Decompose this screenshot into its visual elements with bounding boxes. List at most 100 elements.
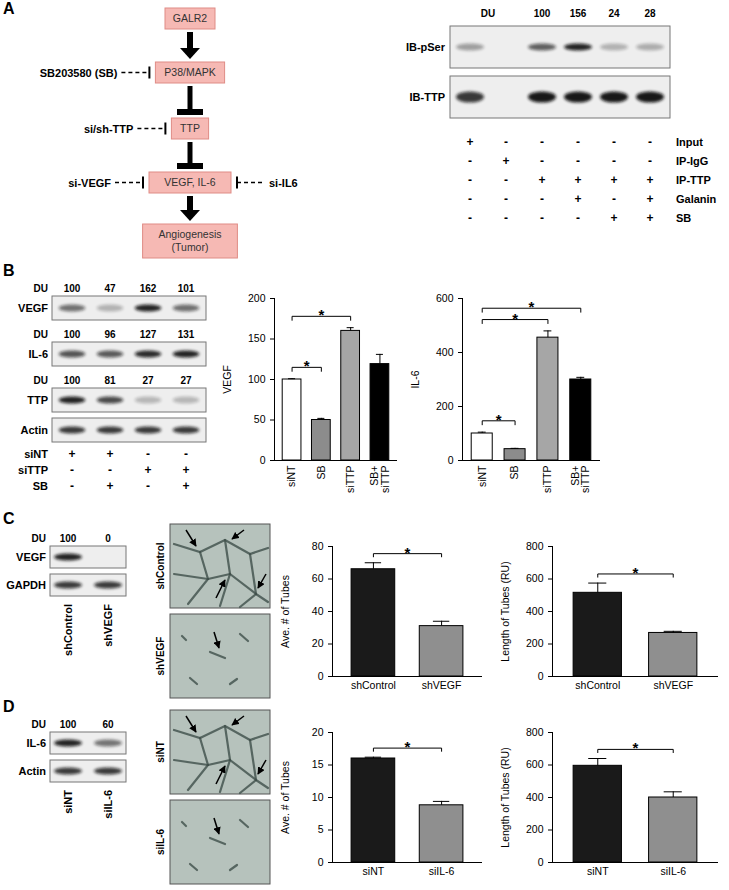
svg-text:siNT: siNT <box>24 448 48 460</box>
svg-text:Ave. # of Tubes: Ave. # of Tubes <box>279 575 291 648</box>
svg-text:-: - <box>70 463 74 477</box>
svg-text:800: 800 <box>526 540 544 552</box>
svg-text:+: + <box>610 211 617 225</box>
svg-text:Angiogenesis: Angiogenesis <box>158 228 221 240</box>
svg-text:Actin: Actin <box>19 765 47 777</box>
svg-text:(Tumor): (Tumor) <box>172 241 209 253</box>
svg-text:0: 0 <box>105 533 111 544</box>
svg-text:-: - <box>504 211 508 225</box>
svg-text:100: 100 <box>60 719 77 730</box>
svg-text:100: 100 <box>64 283 81 294</box>
svg-text:20: 20 <box>312 726 324 738</box>
svg-text:60: 60 <box>102 719 114 730</box>
svg-text:28: 28 <box>644 8 656 19</box>
svg-text:SB+siTTP: SB+siTTP <box>368 466 391 493</box>
svg-text:siTTP: siTTP <box>541 466 553 493</box>
svg-text:IL-6: IL-6 <box>409 370 421 388</box>
svg-text:600: 600 <box>526 572 544 584</box>
svg-text:shControl: shControl <box>62 604 74 656</box>
svg-text:5: 5 <box>318 823 324 835</box>
svg-text:IL-6: IL-6 <box>28 348 48 360</box>
svg-text:400: 400 <box>526 791 544 803</box>
svg-text:DU: DU <box>481 8 495 19</box>
svg-text:-: - <box>184 447 188 461</box>
svg-text:101: 101 <box>178 283 195 294</box>
svg-text:IB-TTP: IB-TTP <box>410 91 445 103</box>
svg-text:siNT: siNT <box>476 465 488 487</box>
svg-text:+: + <box>182 479 189 493</box>
svg-text:*: * <box>529 298 535 315</box>
svg-text:shControl: shControl <box>351 679 396 691</box>
svg-text:DU: DU <box>32 533 46 544</box>
svg-text:600: 600 <box>436 292 454 304</box>
svg-text:siNT: siNT <box>155 741 166 763</box>
svg-text:800: 800 <box>526 726 544 738</box>
svg-text:47: 47 <box>104 283 116 294</box>
svg-text:50: 50 <box>254 413 266 425</box>
svg-text:0: 0 <box>538 856 544 868</box>
svg-text:si-VEGF: si-VEGF <box>68 177 111 189</box>
svg-text:siNT: siNT <box>363 865 385 877</box>
svg-text:20: 20 <box>312 637 324 649</box>
svg-text:DU: DU <box>34 283 48 294</box>
svg-text:24: 24 <box>608 8 620 19</box>
svg-text:-: - <box>612 135 616 149</box>
svg-text:0: 0 <box>318 670 324 682</box>
svg-text:200: 200 <box>436 400 454 412</box>
svg-text:DU: DU <box>34 329 48 340</box>
svg-text:15: 15 <box>312 758 324 770</box>
svg-text:-: - <box>576 154 580 168</box>
svg-text:VEGF: VEGF <box>16 551 46 563</box>
svg-text:10: 10 <box>312 791 324 803</box>
svg-text:-: - <box>70 479 74 493</box>
svg-text:100: 100 <box>60 533 77 544</box>
svg-text:*: * <box>512 310 518 327</box>
svg-text:DU: DU <box>34 375 48 386</box>
svg-text:400: 400 <box>526 605 544 617</box>
svg-text:-: - <box>504 173 508 187</box>
svg-text:SB+siTTP: SB+siTTP <box>569 466 592 493</box>
svg-text:VEGF: VEGF <box>221 365 233 394</box>
svg-text:Length of Tubes (RU): Length of Tubes (RU) <box>499 561 511 661</box>
svg-text:IP-IgG: IP-IgG <box>676 155 708 167</box>
svg-text:shVEGF: shVEGF <box>155 637 166 676</box>
svg-text:0: 0 <box>318 856 324 868</box>
svg-text:SB: SB <box>508 466 520 480</box>
svg-text:-: - <box>504 192 508 206</box>
svg-text:IP-TTP: IP-TTP <box>676 174 711 186</box>
svg-text:SB: SB <box>315 466 327 480</box>
svg-text:-: - <box>468 154 472 168</box>
svg-text:96: 96 <box>104 329 116 340</box>
svg-text:-: - <box>540 211 544 225</box>
svg-text:IB-pSer: IB-pSer <box>406 41 446 53</box>
svg-text:*: * <box>496 411 502 428</box>
svg-text:shControl: shControl <box>575 679 620 691</box>
svg-text:SB: SB <box>676 212 691 224</box>
svg-text:siTTP: siTTP <box>18 464 48 476</box>
svg-text:+: + <box>574 173 581 187</box>
svg-text:-: - <box>540 192 544 206</box>
svg-text:100: 100 <box>248 373 266 385</box>
svg-text:Input: Input <box>676 136 703 148</box>
svg-text:VEGF: VEGF <box>18 302 48 314</box>
svg-text:Galanin: Galanin <box>676 193 717 205</box>
svg-text:si/sh-TTP: si/sh-TTP <box>84 123 134 135</box>
svg-text:Actin: Actin <box>21 424 49 436</box>
svg-text:*: * <box>405 738 411 755</box>
svg-text:27: 27 <box>142 375 154 386</box>
svg-text:600: 600 <box>526 758 544 770</box>
svg-text:P38/MAPK: P38/MAPK <box>164 66 215 78</box>
svg-text:-: - <box>612 154 616 168</box>
svg-text:200: 200 <box>526 637 544 649</box>
svg-text:+: + <box>106 479 113 493</box>
svg-text:IL-6: IL-6 <box>26 737 46 749</box>
svg-text:-: - <box>468 173 472 187</box>
svg-text:+: + <box>646 211 653 225</box>
svg-text:-: - <box>146 447 150 461</box>
svg-text:si-IL6: si-IL6 <box>269 177 298 189</box>
svg-text:131: 131 <box>178 329 195 340</box>
svg-text:DU: DU <box>32 719 46 730</box>
svg-text:+: + <box>466 135 473 149</box>
svg-text:*: * <box>304 357 310 374</box>
svg-text:-: - <box>146 479 150 493</box>
